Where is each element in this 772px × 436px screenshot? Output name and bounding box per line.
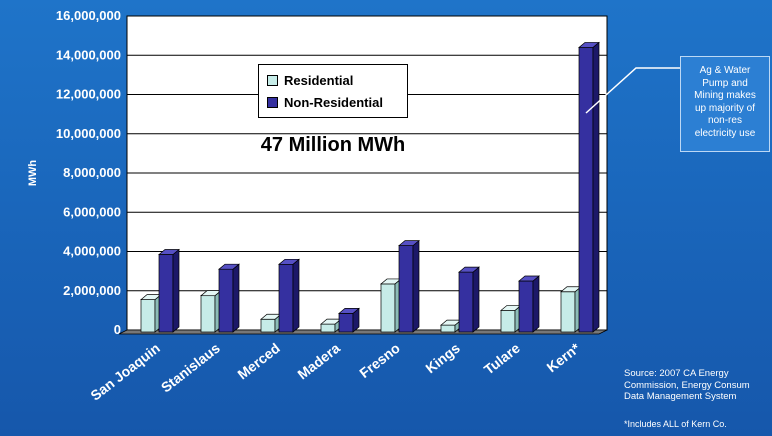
bar-residential-front (260, 318, 276, 333)
bar-non-residential (578, 41, 600, 333)
bar-non-residential (158, 248, 180, 333)
x-tick-label: San Joaquin (87, 340, 162, 404)
bar-non-residential-top (458, 266, 480, 273)
y-tick-label: 2,000,000 (63, 283, 121, 298)
bar-non-residential-side (232, 263, 240, 333)
bar-residential-front (200, 295, 216, 333)
y-tick-label: 10,000,000 (56, 126, 121, 141)
legend-label-residential: Residential (284, 73, 354, 88)
bar-non-residential (458, 266, 480, 333)
bar-non-residential-front (398, 245, 414, 333)
callout-pointer (585, 67, 680, 114)
bar-residential (380, 278, 402, 333)
bar-residential (500, 304, 522, 333)
bar-residential-front (560, 291, 576, 333)
y-axis-title: MWh (27, 160, 39, 187)
bar-residential-front (320, 323, 336, 333)
bar-non-residential-top (578, 42, 600, 48)
bar-non-residential-front (518, 280, 534, 333)
bar-residential-front (380, 283, 396, 333)
y-tick-label: 12,000,000 (56, 87, 121, 102)
bar-non-residential (398, 239, 420, 333)
bar-residential-front (140, 299, 156, 333)
bar-non-residential-side (592, 41, 600, 333)
bar-non-residential-front (218, 268, 234, 333)
x-tick-label: Stanislaus (158, 340, 223, 396)
source-note: Source: 2007 CA Energy Commission, Energ… (624, 368, 750, 402)
bar-residential-front (440, 324, 456, 333)
x-tick-label: Madera (294, 340, 343, 383)
footnote: *Includes ALL of Kern Co. (624, 419, 727, 429)
bar-non-residential-side (292, 258, 300, 333)
bar-non-residential-side (172, 248, 180, 333)
legend-item-non-residential: Non-Residential (267, 95, 383, 110)
bar-non-residential (518, 275, 540, 333)
y-tick-label: 6,000,000 (63, 204, 121, 219)
legend-label-non-residential: Non-Residential (284, 95, 383, 110)
bar-non-residential (278, 258, 300, 333)
callout-box: Ag & Water Pump and Mining makes up majo… (680, 56, 770, 152)
x-tick-label: Kings (422, 340, 463, 377)
bar-non-residential-side (532, 275, 540, 333)
bar-residential-front (500, 310, 516, 333)
x-tick-label: Kern* (544, 339, 584, 375)
callout-line (585, 67, 680, 114)
y-tick-labels: 0 2,000,000 4,000,000 6,000,000 8,000,000 10,… (56, 8, 121, 337)
bar-non-residential (218, 263, 240, 333)
bar-residential (140, 293, 162, 333)
bar-non-residential-front (458, 271, 474, 333)
bar-residential (200, 289, 222, 333)
bar-non-residential (338, 307, 360, 333)
bar-non-residential-top (278, 258, 300, 265)
bar-non-residential-front (158, 254, 174, 333)
bar-non-residential-top (158, 249, 180, 255)
y-axis-label: MWh (27, 160, 39, 187)
bar-residential (260, 313, 282, 333)
y-tick-label: 4,000,000 (63, 244, 121, 259)
legend-swatch-non-residential (267, 97, 278, 108)
bar-non-residential-side (412, 239, 420, 333)
bar-non-residential-top (218, 263, 240, 270)
legend-item-residential: Residential (267, 73, 353, 88)
bar-non-residential-front (278, 263, 294, 333)
y-tick-label: 8,000,000 (63, 165, 121, 180)
bar-non-residential-front (338, 313, 354, 333)
bar-non-residential-top (338, 308, 360, 314)
y-tick-label: 0 (114, 322, 121, 337)
bar-non-residential-side (472, 266, 480, 333)
bar-non-residential-top (398, 240, 420, 246)
y-tick-label: 16,000,000 (56, 8, 121, 23)
legend-swatch-residential (267, 75, 278, 86)
x-tick-label: Merced (234, 340, 282, 383)
bar-non-residential-front (578, 47, 594, 333)
chart-annotation-total: 47 Million MWh (260, 134, 406, 156)
bar-non-residential-top (518, 275, 540, 282)
bars (140, 41, 600, 333)
y-tick-label: 14,000,000 (56, 47, 121, 62)
legend: Residential Non-Residential (258, 64, 408, 118)
x-tick-label: Fresno (356, 340, 403, 381)
bar-residential (560, 286, 582, 333)
x-tick-label: Tulare (481, 340, 523, 378)
